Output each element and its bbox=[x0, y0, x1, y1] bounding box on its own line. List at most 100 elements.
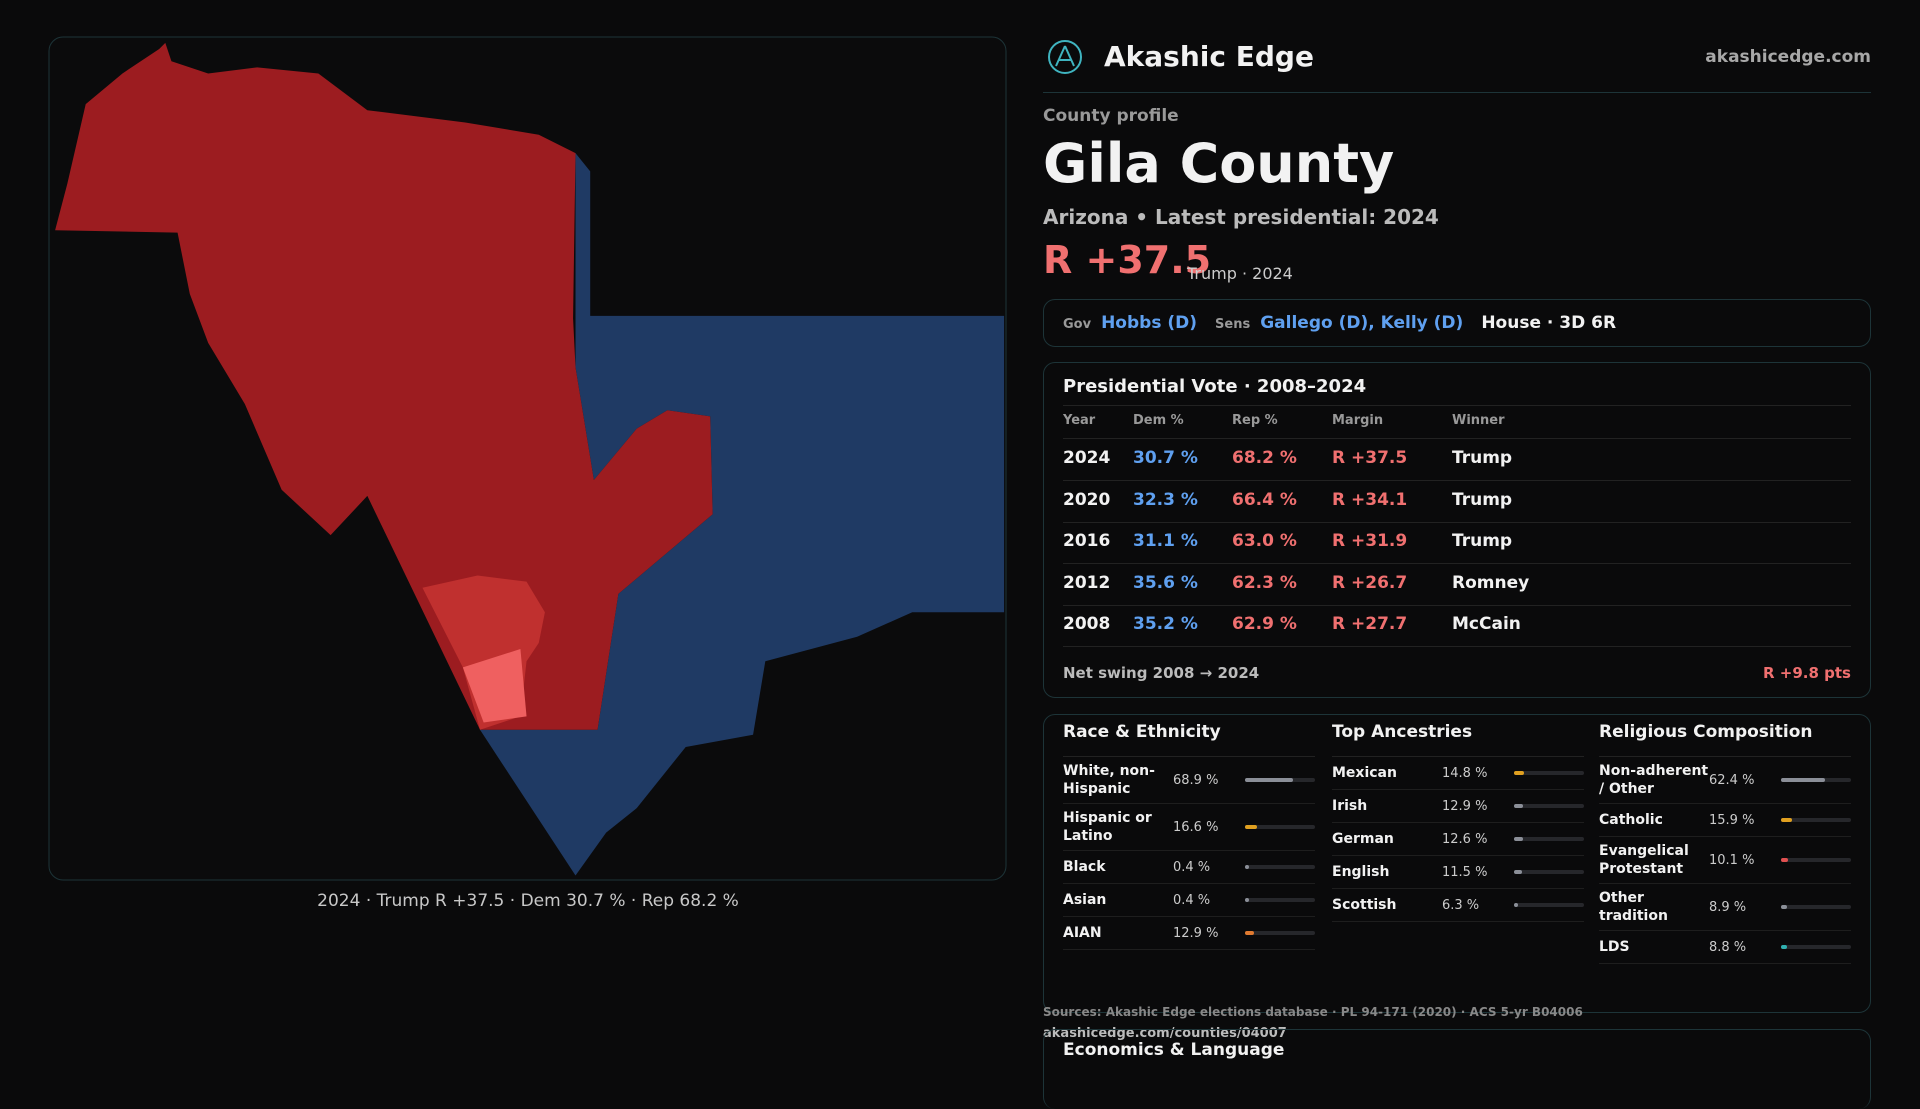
row-divider bbox=[1063, 405, 1851, 406]
row-divider bbox=[1063, 438, 1851, 439]
map-region-red bbox=[55, 42, 713, 730]
bar bbox=[1245, 898, 1249, 902]
row-divider bbox=[1063, 646, 1851, 647]
table-cell: R +27.7 bbox=[1332, 614, 1408, 634]
demographics-box bbox=[1043, 714, 1871, 1013]
bar bbox=[1514, 870, 1523, 874]
demographic-row: Catholic 15.9 % bbox=[1599, 804, 1851, 837]
row-divider bbox=[1063, 604, 1851, 606]
demographic-row: Hispanic or Latino 16.6 % bbox=[1063, 804, 1315, 851]
bar bbox=[1781, 945, 1788, 949]
demographic-row: LDS 8.8 % bbox=[1599, 931, 1851, 964]
demographic-label: German bbox=[1332, 831, 1394, 847]
table-cell: 2012 bbox=[1063, 572, 1111, 593]
table-cell: 2016 bbox=[1063, 531, 1111, 551]
bar-track bbox=[1781, 905, 1851, 909]
bar-track bbox=[1781, 818, 1851, 822]
section-title: Top Ancestries bbox=[1332, 722, 1584, 757]
table-cell: 62.9 % bbox=[1232, 614, 1297, 634]
subtitle: Arizona • Latest presidential: 2024 bbox=[1043, 205, 1439, 229]
demographic-label: White, non-Hispanic bbox=[1063, 763, 1155, 797]
bar-track bbox=[1514, 804, 1584, 808]
table-cell: Trump bbox=[1452, 531, 1513, 551]
economics-box bbox=[1043, 1029, 1871, 1109]
bar bbox=[1514, 837, 1523, 841]
demographic-column: Religious Composition Non-adherent / Othe… bbox=[1599, 722, 1851, 964]
demographic-label: Other tradition bbox=[1599, 890, 1668, 924]
county-name: Gila County bbox=[1043, 132, 1395, 195]
divider bbox=[1043, 92, 1871, 93]
column-header: Winner bbox=[1452, 413, 1505, 428]
table-cell: Trump bbox=[1452, 489, 1513, 510]
table-cell: Trump bbox=[1452, 448, 1513, 468]
table-cell: 35.2 % bbox=[1133, 614, 1198, 634]
presidential-title: Presidential Vote · 2008–2024 bbox=[1063, 376, 1367, 397]
presidential-box bbox=[1043, 362, 1871, 698]
demographic-row: Mexican 14.8 % bbox=[1332, 757, 1584, 790]
bar-track bbox=[1781, 778, 1851, 782]
bar bbox=[1514, 771, 1525, 775]
table-cell: R +34.1 bbox=[1332, 489, 1408, 510]
map-region-blue bbox=[480, 153, 1005, 876]
sources: Sources: Akashic Edge elections database… bbox=[1043, 1005, 1583, 1019]
bar bbox=[1245, 825, 1257, 829]
demographic-label: AIAN bbox=[1063, 925, 1102, 941]
demographic-label: Irish bbox=[1332, 798, 1368, 814]
demographic-value: 10.1 % bbox=[1709, 852, 1755, 868]
logo bbox=[1048, 40, 1082, 74]
bar-track bbox=[1245, 865, 1315, 869]
demographic-row: English 11.5 % bbox=[1332, 856, 1584, 889]
bar bbox=[1781, 778, 1825, 782]
row-divider bbox=[1063, 521, 1851, 523]
demographic-label: Asian bbox=[1063, 892, 1107, 908]
demographic-row: Irish 12.9 % bbox=[1332, 790, 1584, 823]
officials: Gov Hobbs (D) Sens Gallego (D), Kelly (D… bbox=[1063, 313, 1616, 333]
demographic-label: Evangelical Protestant bbox=[1599, 843, 1689, 877]
demographic-row: Black 0.4 % bbox=[1063, 851, 1315, 884]
demographic-label: Mexican bbox=[1332, 765, 1397, 781]
bar bbox=[1781, 905, 1788, 909]
table-cell: Romney bbox=[1452, 572, 1530, 593]
table-cell: 32.3 % bbox=[1133, 489, 1198, 510]
gov: Hobbs (D) bbox=[1101, 313, 1198, 333]
demographic-value: 12.9 % bbox=[1173, 925, 1219, 941]
demographic-label: English bbox=[1332, 864, 1390, 880]
bar bbox=[1514, 903, 1519, 907]
demographic-value: 12.9 % bbox=[1442, 798, 1488, 814]
site-link[interactable]: akashicedge.com bbox=[1705, 47, 1871, 67]
demographic-row: German 12.6 % bbox=[1332, 823, 1584, 856]
table-cell: 35.6 % bbox=[1133, 572, 1198, 593]
bar bbox=[1781, 858, 1789, 862]
demographic-value: 62.4 % bbox=[1709, 772, 1755, 788]
map-region-light-red bbox=[462, 648, 527, 723]
column-header: Year bbox=[1063, 413, 1096, 428]
column-header: Rep % bbox=[1232, 413, 1278, 428]
bar-track bbox=[1245, 825, 1315, 829]
map-caption: 2024 · Trump R +37.5 · Dem 30.7 % · Rep … bbox=[317, 891, 739, 911]
section-title: Race & Ethnicity bbox=[1063, 722, 1315, 757]
gov-label: Gov bbox=[1063, 317, 1092, 332]
officials-box bbox=[1043, 299, 1871, 347]
bar bbox=[1245, 931, 1255, 935]
demographic-row: Other tradition 8.9 % bbox=[1599, 884, 1851, 931]
table-cell: 2008 bbox=[1063, 614, 1111, 634]
demographic-value: 0.4 % bbox=[1173, 892, 1211, 908]
page: 2024 · Trump R +37.5 · Dem 30.7 % · Rep … bbox=[48, 36, 1871, 1109]
row-divider bbox=[1063, 480, 1851, 481]
bar bbox=[1245, 778, 1294, 782]
demographic-value: 0.4 % bbox=[1173, 859, 1211, 875]
demographic-value: 15.9 % bbox=[1709, 812, 1755, 828]
demographic-label: Hispanic or Latino bbox=[1063, 810, 1152, 844]
bar bbox=[1781, 818, 1793, 822]
demographic-row: Evangelical Protestant 10.1 % bbox=[1599, 837, 1851, 884]
demographic-label: LDS bbox=[1599, 939, 1630, 955]
section-title: Religious Composition bbox=[1599, 722, 1851, 757]
economics-title: Economics & Language bbox=[1063, 1040, 1285, 1060]
demographic-value: 12.6 % bbox=[1442, 831, 1488, 847]
bar-track bbox=[1245, 931, 1315, 935]
bar-track bbox=[1245, 898, 1315, 902]
bar bbox=[1514, 804, 1524, 808]
demographic-row: Asian 0.4 % bbox=[1063, 884, 1315, 917]
table-cell: 31.1 % bbox=[1133, 531, 1198, 551]
demographic-value: 68.9 % bbox=[1173, 772, 1219, 788]
